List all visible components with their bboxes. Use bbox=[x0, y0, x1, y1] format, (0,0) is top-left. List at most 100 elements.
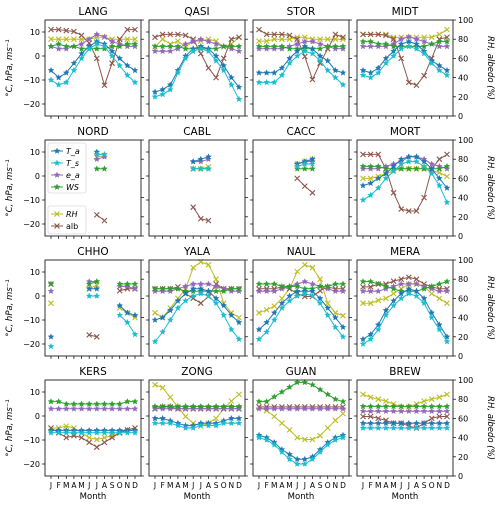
data-point-WS bbox=[93, 45, 101, 52]
data-point-RH bbox=[309, 436, 316, 443]
data-point-WS bbox=[382, 282, 390, 290]
left-tick-label: 10 bbox=[30, 268, 40, 277]
x-tick-label: F bbox=[264, 481, 268, 490]
data-point-alb bbox=[390, 189, 397, 196]
data-point-Ts bbox=[116, 62, 124, 69]
data-point-RH bbox=[294, 34, 301, 41]
data-point-ea bbox=[443, 407, 451, 415]
data-point-alb bbox=[236, 34, 242, 41]
x-tick-label: A bbox=[175, 481, 181, 490]
data-point-RH bbox=[444, 391, 450, 398]
data-point-ea bbox=[420, 407, 428, 415]
data-point-alb bbox=[93, 444, 100, 451]
data-point-Ta bbox=[62, 69, 70, 76]
data-point-WS bbox=[166, 285, 174, 292]
data-point-RH bbox=[167, 394, 174, 401]
data-point-alb bbox=[367, 413, 374, 420]
data-point-ea bbox=[367, 42, 374, 50]
panel-title: YALA bbox=[183, 246, 211, 258]
data-point-ea bbox=[263, 287, 270, 295]
data-point-alb bbox=[93, 211, 100, 218]
data-point-ea bbox=[131, 42, 139, 50]
data-point-ea bbox=[332, 45, 339, 52]
data-point-Ta bbox=[47, 66, 55, 74]
data-point-RH bbox=[390, 34, 397, 41]
data-point-WS bbox=[332, 280, 339, 287]
data-point-alb bbox=[190, 204, 197, 211]
data-point-ea bbox=[405, 407, 413, 415]
data-point-Ts bbox=[428, 424, 436, 431]
data-point-Ts bbox=[263, 328, 270, 335]
data-point-Ts bbox=[116, 429, 124, 436]
data-point-ea bbox=[359, 42, 367, 50]
data-point-Ts bbox=[85, 429, 93, 436]
data-point-ea bbox=[443, 287, 451, 295]
data-point-RH bbox=[301, 34, 308, 41]
data-point-Ta bbox=[166, 306, 174, 314]
data-point-alb bbox=[93, 333, 100, 340]
data-point-alb bbox=[205, 217, 212, 224]
data-point-ea bbox=[174, 405, 182, 412]
data-point-ea bbox=[359, 165, 367, 172]
data-point-alb bbox=[286, 32, 293, 39]
data-point-Ts bbox=[62, 78, 70, 86]
data-point-ea bbox=[205, 405, 212, 412]
series-line-RH bbox=[363, 283, 448, 304]
legend-label-Ta: T_a bbox=[66, 147, 80, 156]
x-tick-label: M bbox=[78, 481, 84, 490]
panel-frame bbox=[148, 259, 246, 357]
right-tick-label: 60 bbox=[458, 294, 468, 303]
data-point-alb bbox=[301, 183, 308, 189]
data-point-alb bbox=[405, 79, 412, 86]
data-point-WS bbox=[286, 45, 293, 52]
data-point-WS bbox=[116, 280, 124, 287]
data-point-ea bbox=[413, 280, 420, 287]
panel-frame bbox=[356, 379, 454, 477]
legend-label-ea: e_a bbox=[66, 171, 80, 180]
right-tick-label: 40 bbox=[458, 434, 468, 443]
data-point-WS bbox=[151, 402, 159, 410]
data-point-alb bbox=[375, 151, 382, 158]
data-point-Ts bbox=[174, 69, 182, 76]
data-point-ea bbox=[93, 155, 101, 163]
data-point-Ts bbox=[85, 292, 93, 299]
data-point-WS bbox=[174, 402, 182, 410]
data-point-ea bbox=[324, 405, 332, 412]
data-point-Ts bbox=[205, 165, 212, 172]
data-point-Ta bbox=[93, 285, 101, 292]
data-point-WS bbox=[293, 378, 301, 386]
data-point-WS bbox=[413, 165, 420, 172]
panel-midt: MIDT 0 20 40 60 80 100 RH, albedo (%) bbox=[354, 6, 495, 121]
x-axis-label: Month bbox=[80, 492, 107, 502]
data-point-RH bbox=[301, 436, 308, 443]
data-point-WS bbox=[263, 398, 270, 405]
data-point-Ts bbox=[374, 184, 382, 191]
data-point-alb bbox=[71, 28, 77, 35]
series-line-Ta bbox=[154, 288, 240, 323]
data-point-WS bbox=[397, 402, 405, 410]
right-tick-label: 20 bbox=[458, 93, 468, 102]
data-point-Ts bbox=[212, 57, 220, 64]
data-point-alb bbox=[436, 156, 443, 163]
data-point-WS bbox=[93, 278, 101, 285]
data-point-alb bbox=[367, 283, 374, 290]
x-tick-label: O bbox=[429, 481, 435, 490]
data-point-ea bbox=[228, 405, 235, 412]
data-point-WS bbox=[339, 398, 347, 405]
data-point-RH bbox=[159, 36, 166, 43]
data-point-alb bbox=[340, 34, 346, 41]
data-point-ea bbox=[124, 282, 131, 290]
data-point-Ts bbox=[413, 158, 420, 165]
data-point-WS bbox=[278, 282, 286, 290]
data-point-RH bbox=[340, 410, 346, 417]
data-point-alb bbox=[124, 26, 131, 33]
data-point-RH bbox=[294, 434, 301, 441]
data-point-Ts bbox=[382, 424, 390, 431]
data-point-Ts bbox=[166, 86, 174, 93]
data-point-RH bbox=[279, 295, 285, 302]
data-point-alb bbox=[360, 151, 366, 158]
data-point-alb bbox=[294, 36, 301, 43]
data-point-ea bbox=[301, 405, 309, 412]
panel-title: MERA bbox=[390, 246, 421, 258]
right-tick-label: 100 bbox=[458, 376, 473, 385]
